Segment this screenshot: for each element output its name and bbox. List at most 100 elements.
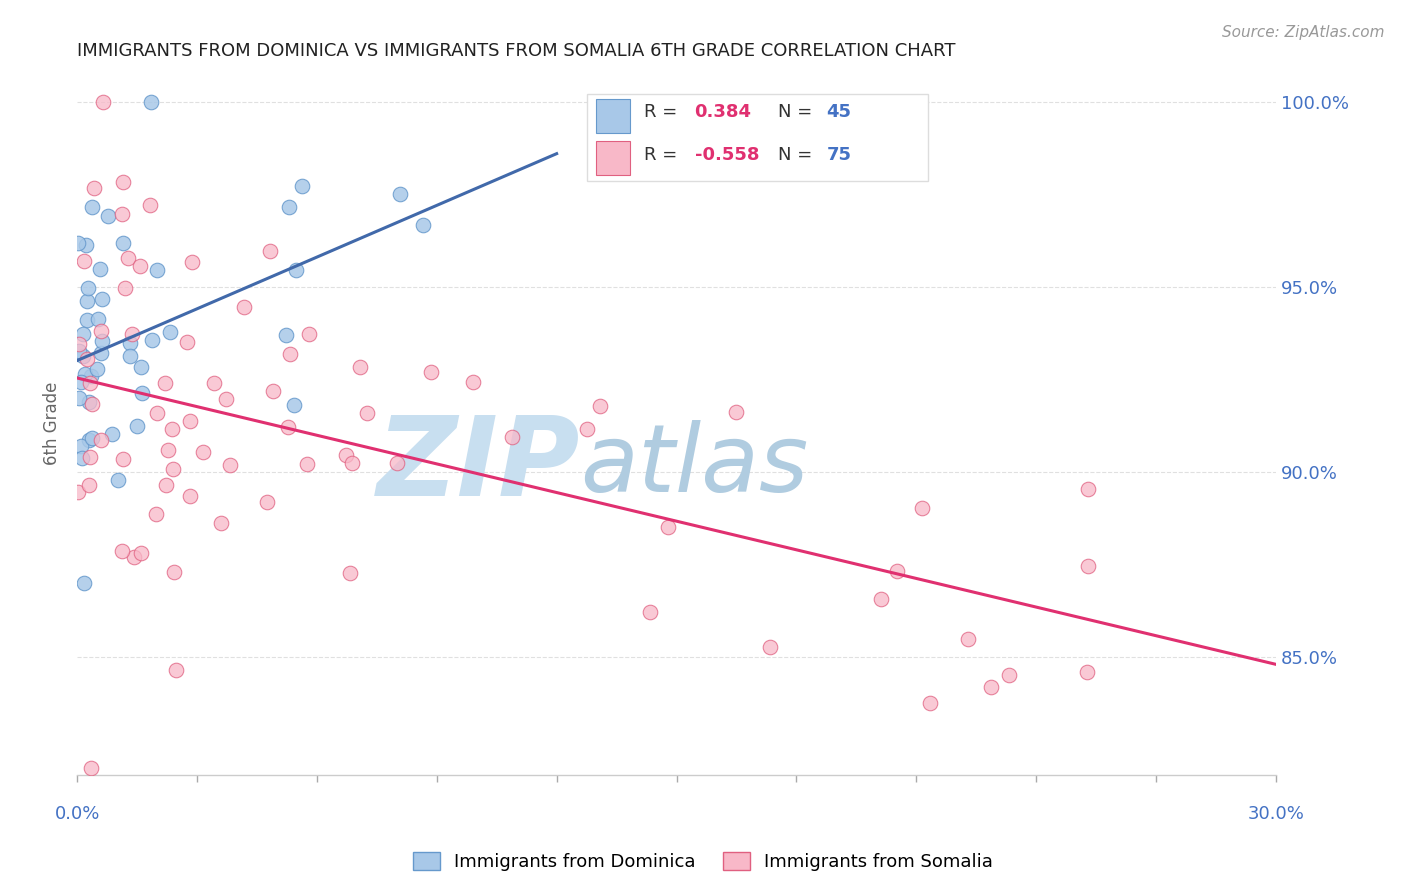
Point xyxy=(111,175,134,189)
Point xyxy=(259,244,281,259)
Point xyxy=(111,236,134,251)
Point xyxy=(76,312,98,326)
Point xyxy=(73,575,96,590)
Point xyxy=(122,549,145,564)
Point xyxy=(101,426,124,441)
Point xyxy=(166,664,188,678)
Point xyxy=(145,507,167,521)
Point xyxy=(180,255,202,269)
Point xyxy=(461,376,484,390)
Text: 75: 75 xyxy=(827,146,852,164)
Point xyxy=(118,335,141,350)
Point xyxy=(340,456,363,470)
Point xyxy=(155,478,177,492)
Point xyxy=(80,431,103,445)
Text: 30.0%: 30.0% xyxy=(1247,805,1305,823)
Point xyxy=(131,385,153,400)
Point xyxy=(349,360,371,375)
Point xyxy=(280,347,302,361)
Point xyxy=(162,462,184,476)
Point xyxy=(67,344,90,359)
FancyBboxPatch shape xyxy=(586,94,928,181)
Point xyxy=(127,418,149,433)
Point xyxy=(219,458,242,473)
Point xyxy=(73,253,96,268)
Point xyxy=(155,376,177,390)
Bar xyxy=(596,142,630,175)
Point xyxy=(419,365,441,379)
Point xyxy=(298,326,321,341)
Point xyxy=(202,376,225,391)
Text: N =: N = xyxy=(779,146,818,164)
Point xyxy=(66,485,89,500)
Point xyxy=(75,237,97,252)
Point xyxy=(90,325,112,339)
Point xyxy=(759,640,782,654)
Point xyxy=(956,632,979,646)
Point xyxy=(111,544,134,558)
Point xyxy=(112,451,135,466)
Text: 0.384: 0.384 xyxy=(695,103,752,121)
Point xyxy=(146,262,169,277)
Point xyxy=(90,433,112,447)
Point xyxy=(388,187,411,202)
Point xyxy=(70,439,93,453)
Point xyxy=(67,336,90,351)
Text: R =: R = xyxy=(644,103,683,121)
Text: IMMIGRANTS FROM DOMINICA VS IMMIGRANTS FROM SOMALIA 6TH GRADE CORRELATION CHART: IMMIGRANTS FROM DOMINICA VS IMMIGRANTS F… xyxy=(77,42,956,60)
Bar xyxy=(596,99,630,133)
Point xyxy=(79,376,101,391)
Point xyxy=(77,433,100,447)
Point xyxy=(80,397,103,411)
Point xyxy=(356,406,378,420)
Point xyxy=(79,478,101,492)
Point xyxy=(911,501,934,516)
Point xyxy=(76,352,98,367)
Point xyxy=(886,564,908,578)
Point xyxy=(70,451,93,466)
Point xyxy=(640,606,662,620)
Point xyxy=(90,334,112,349)
Point xyxy=(295,457,318,471)
Point xyxy=(725,405,748,419)
Point xyxy=(256,494,278,508)
Point xyxy=(501,430,523,444)
Text: Source: ZipAtlas.com: Source: ZipAtlas.com xyxy=(1222,25,1385,40)
Point xyxy=(80,200,103,214)
Legend: Immigrants from Dominica, Immigrants from Somalia: Immigrants from Dominica, Immigrants fro… xyxy=(405,845,1001,879)
Point xyxy=(139,197,162,211)
Point xyxy=(121,326,143,341)
Point xyxy=(83,181,105,195)
Point xyxy=(72,349,94,363)
Point xyxy=(77,395,100,409)
Point xyxy=(86,361,108,376)
Point xyxy=(157,443,180,458)
Y-axis label: 6th Grade: 6th Grade xyxy=(44,382,60,466)
Point xyxy=(97,209,120,223)
Point xyxy=(90,346,112,360)
Point xyxy=(283,398,305,412)
Text: R =: R = xyxy=(644,146,683,164)
Point xyxy=(998,668,1021,682)
Point xyxy=(277,420,299,434)
Point xyxy=(1077,482,1099,496)
Point xyxy=(129,359,152,374)
Point xyxy=(69,376,91,390)
Point xyxy=(73,367,96,381)
Point xyxy=(129,546,152,560)
Point xyxy=(67,391,90,405)
Point xyxy=(107,473,129,487)
Point xyxy=(918,696,941,710)
Point xyxy=(86,312,108,326)
Point xyxy=(339,566,361,581)
Text: 0.0%: 0.0% xyxy=(55,805,100,823)
Point xyxy=(80,760,103,774)
Point xyxy=(209,516,232,530)
Point xyxy=(284,262,307,277)
Point xyxy=(657,519,679,533)
Point xyxy=(277,200,299,214)
Point xyxy=(412,219,434,233)
Text: N =: N = xyxy=(779,103,818,121)
Point xyxy=(589,399,612,413)
Point xyxy=(291,178,314,193)
